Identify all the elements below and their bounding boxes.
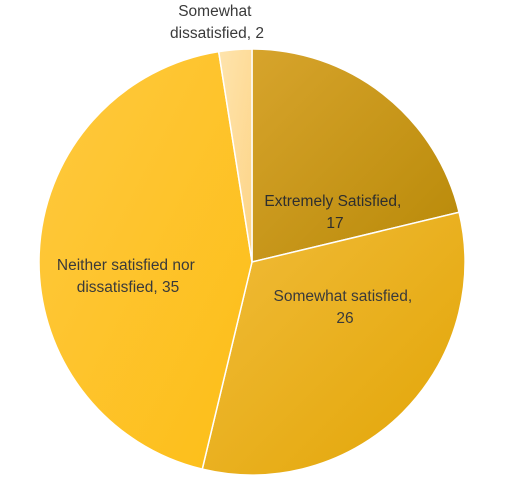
label-extremely-satisfied: Extremely Satisfied, 17 bbox=[264, 193, 405, 232]
pie-labels: Extremely Satisfied, 17 Somewhat satisfi… bbox=[57, 3, 416, 327]
pie-slice-somewhat-satisfied bbox=[201, 211, 466, 476]
label-somewhat-dissatisfied: Somewhat dissatisfied, 2 bbox=[170, 3, 264, 42]
pie-slice-somewhat-dissatisfied bbox=[217, 48, 253, 263]
label-neither-satisfied: Neither satisfied nor dissatisfied, 35 bbox=[57, 257, 199, 296]
pie-slices bbox=[38, 48, 466, 476]
pie-slice-neither-satisfied-nor-dissatisfied bbox=[38, 50, 253, 471]
pie-slice-extremely-satisfied bbox=[251, 48, 461, 263]
label-somewhat-satisfied: Somewhat satisfied, 26 bbox=[273, 288, 416, 327]
